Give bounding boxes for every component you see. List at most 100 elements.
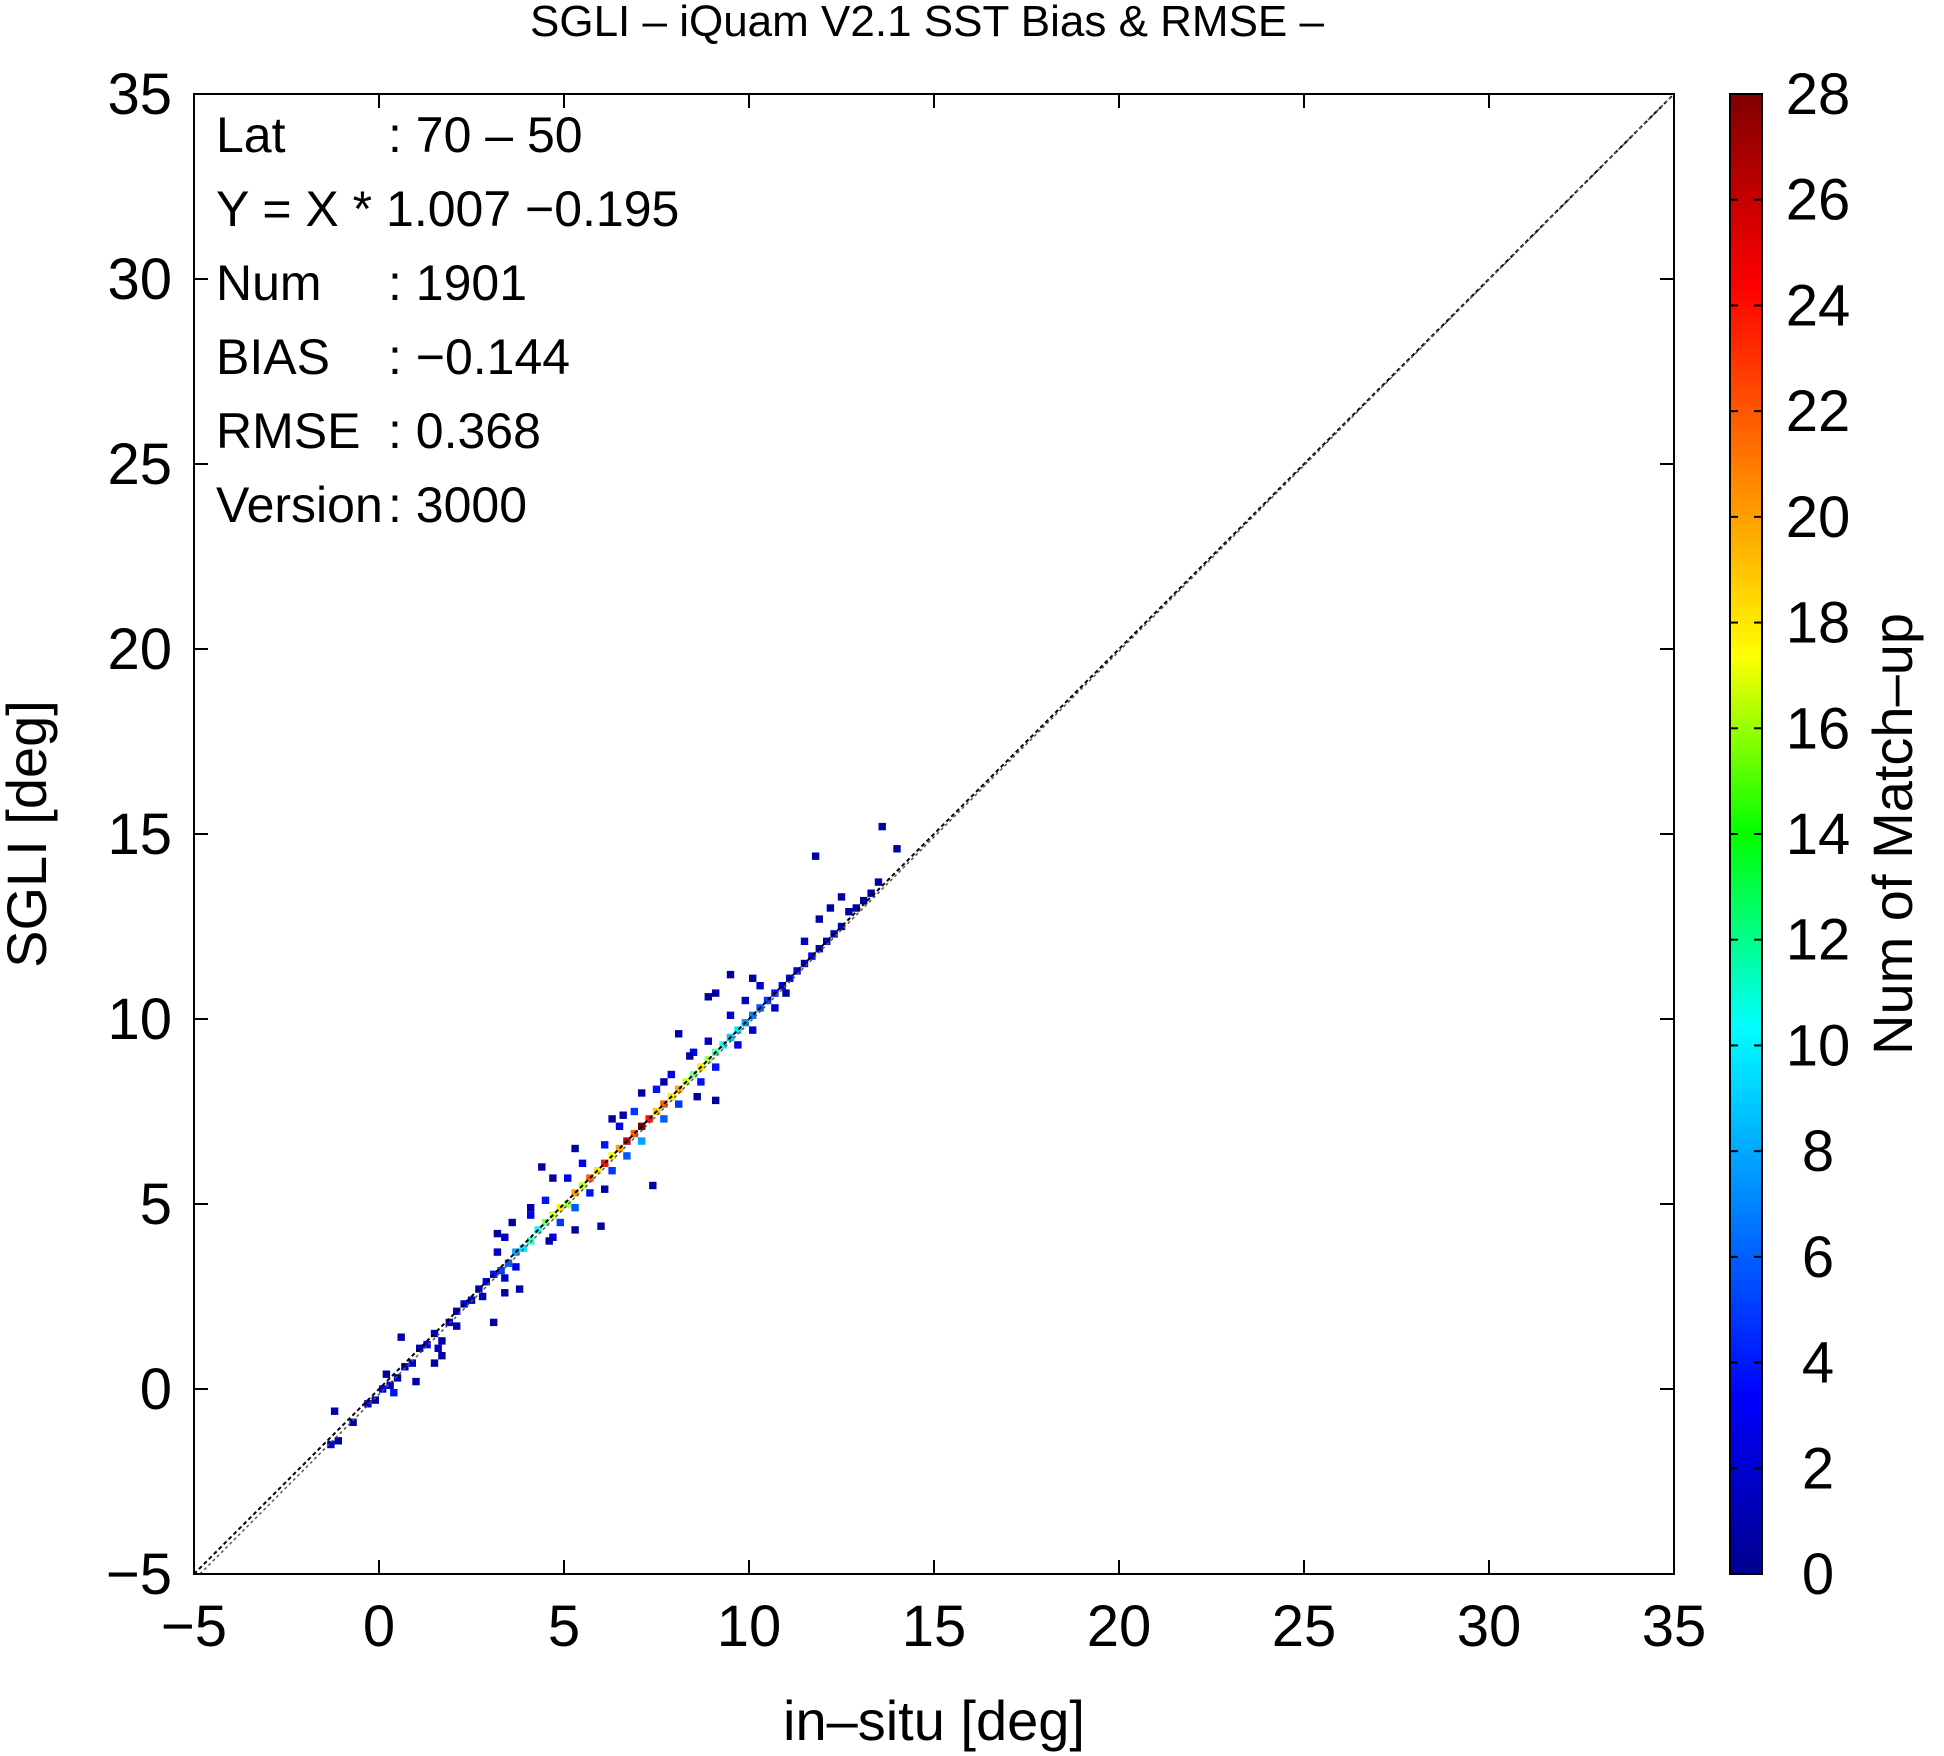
density-bin: [878, 822, 886, 831]
density-bin: [586, 1174, 594, 1182]
density-bin: [649, 1181, 657, 1190]
x-tick-label: 35: [1642, 1594, 1707, 1659]
density-bin: [571, 1189, 579, 1197]
colorbar-tick-label: 12: [1786, 908, 1851, 973]
density-bin: [756, 982, 764, 990]
density-bin: [704, 1056, 712, 1064]
density-bin: [601, 1185, 609, 1193]
density-bin: [638, 1137, 646, 1145]
density-bin: [408, 1359, 416, 1367]
density-bin: [826, 904, 835, 912]
density-bin: [689, 1070, 698, 1079]
density-bin: [749, 974, 757, 982]
density-bin: [734, 1026, 742, 1034]
y-tick-label: 35: [107, 62, 172, 127]
density-bin: [564, 1200, 572, 1208]
colorbar-tick-label: 8: [1802, 1119, 1834, 1184]
density-bin: [793, 967, 801, 975]
density-bin: [364, 1400, 372, 1408]
y-tick-label: 30: [107, 247, 172, 312]
density-bin: [412, 1377, 420, 1386]
density-bin: [416, 1344, 424, 1352]
density-bin: [800, 937, 809, 945]
colorbar-tick-label: 4: [1802, 1331, 1834, 1396]
density-bin: [704, 993, 712, 1001]
colorbar-tick-label: 16: [1786, 696, 1851, 761]
y-tick-label: 10: [107, 987, 172, 1052]
density-bin: [837, 922, 846, 931]
density-bin: [556, 1218, 564, 1227]
x-tick-label: 30: [1457, 1594, 1522, 1659]
x-axis-label: in–situ [deg]: [783, 1689, 1085, 1752]
density-bin: [545, 1237, 553, 1245]
density-bin: [330, 1407, 339, 1415]
colorbar-tick-label: 28: [1786, 62, 1851, 127]
density-bin: [697, 1078, 705, 1086]
density-bin: [445, 1318, 453, 1327]
density-bin: [712, 989, 720, 997]
density-bin: [893, 845, 901, 853]
density-bin: [704, 1037, 712, 1045]
density-bin: [597, 1222, 605, 1230]
x-tick-label: 20: [1087, 1594, 1152, 1659]
density-bin: [371, 1396, 379, 1404]
x-tick-label: −5: [161, 1594, 227, 1659]
density-bin: [749, 1011, 757, 1019]
stats-value: : 3000: [388, 477, 527, 533]
density-bin: [771, 1004, 779, 1012]
density-bin: [538, 1163, 546, 1171]
density-bin: [712, 1096, 720, 1105]
density-bin: [497, 1266, 505, 1275]
density-bin: [638, 1089, 646, 1097]
density-bin: [512, 1263, 520, 1271]
stats-label: Y = X * 1.007 −0.195: [216, 181, 679, 237]
density-bin: [823, 937, 831, 945]
density-bin: [453, 1322, 461, 1330]
x-axis-ticks: −5 0 5 10 15 20 25 30 35: [161, 94, 1706, 1659]
y-tick-label: 25: [107, 432, 172, 497]
density-bin: [623, 1152, 631, 1160]
stats-value: : 0.368: [388, 403, 541, 459]
density-bin: [630, 1130, 638, 1138]
density-bin: [379, 1385, 387, 1393]
density-bin: [852, 904, 860, 912]
density-bin: [845, 908, 853, 916]
density-bin: [734, 1041, 742, 1049]
colorbar-tick-label: 0: [1802, 1542, 1834, 1607]
density-bin: [749, 1026, 757, 1034]
density-bin: [501, 1274, 509, 1282]
colorbar-tick-label: 14: [1786, 802, 1851, 867]
x-tick-label: 10: [717, 1594, 782, 1659]
chart-title: SGLI – iQuam V2.1 SST Bias & RMSE –: [530, 0, 1324, 46]
density-bin: [438, 1337, 446, 1345]
density-bin: [660, 1115, 668, 1123]
colorbar-tick-label: 22: [1786, 379, 1851, 444]
y-tick-label: 0: [140, 1357, 172, 1422]
density-bin: [564, 1174, 572, 1182]
y-axis-ticks: −5 0 5 10 15 20 25 30 35: [106, 62, 1674, 1607]
density-bin: [578, 1159, 587, 1167]
density-bin: [608, 1115, 616, 1123]
density-bin: [719, 1041, 727, 1049]
colorbar-tick-label: 6: [1802, 1225, 1834, 1290]
density-bin: [874, 878, 883, 886]
density-bin: [675, 1085, 683, 1093]
density-bin: [837, 893, 846, 901]
stats-label: RMSE: [216, 403, 360, 459]
density-bin: [423, 1340, 431, 1349]
stats-label: Version: [216, 477, 383, 533]
x-tick-label: 25: [1272, 1594, 1337, 1659]
density-bin: [808, 952, 816, 960]
density-bin: [867, 889, 875, 897]
density-bin: [334, 1437, 342, 1445]
colorbar-tick-label: 24: [1786, 273, 1851, 338]
density-bin: [327, 1440, 335, 1449]
density-bin: [778, 982, 786, 990]
density-bin: [549, 1174, 557, 1182]
regression-line: [199, 93, 1675, 1575]
stats-value: : 70 – 50: [388, 107, 583, 163]
stats-label: Num: [216, 255, 322, 311]
y-tick-label: 5: [140, 1172, 172, 1237]
